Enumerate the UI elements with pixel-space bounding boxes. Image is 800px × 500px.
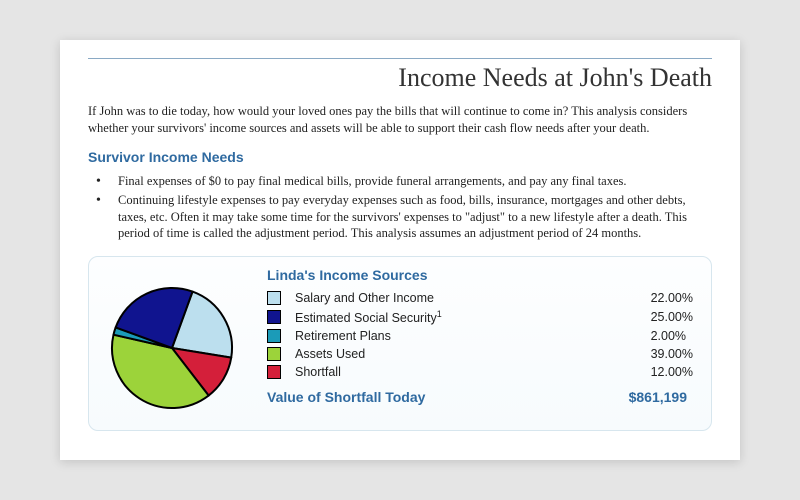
legend-label: Estimated Social Security1 [295, 309, 641, 325]
legend-swatch [267, 365, 281, 379]
list-item: Final expenses of $0 to pay final medica… [96, 173, 712, 190]
legend-label: Shortfall [295, 365, 641, 379]
intro-paragraph: If John was to die today, how would your… [88, 103, 712, 137]
legend-swatch [267, 329, 281, 343]
legend-swatch [267, 291, 281, 305]
shortfall-label: Value of Shortfall Today [267, 389, 425, 405]
page-title: Income Needs at John's Death [88, 58, 712, 93]
legend-label: Salary and Other Income [295, 291, 641, 305]
legend-swatch [267, 310, 281, 324]
legend-swatch [267, 347, 281, 361]
legend-percent: 2.00% [651, 329, 693, 343]
legend-percent: 25.00% [651, 310, 693, 324]
legend-percent: 22.00% [651, 291, 693, 305]
income-sources-panel: Linda's Income Sources Salary and Other … [267, 267, 693, 405]
report-page: Income Needs at John's Death If John was… [60, 40, 740, 460]
sources-heading: Linda's Income Sources [267, 267, 693, 283]
legend-label: Assets Used [295, 347, 641, 361]
shortfall-value: $861,199 [629, 389, 687, 405]
shortfall-row: Value of Shortfall Today $861,199 [267, 389, 693, 405]
legend-percent: 39.00% [651, 347, 693, 361]
legend-percent: 12.00% [651, 365, 693, 379]
legend: Salary and Other Income 22.00% Estimated S… [267, 291, 693, 379]
section-heading: Survivor Income Needs [88, 149, 712, 165]
pie-chart [107, 267, 237, 418]
income-sources-card: Linda's Income Sources Salary and Other … [88, 256, 712, 431]
legend-label: Retirement Plans [295, 329, 641, 343]
needs-list: Final expenses of $0 to pay final medica… [88, 173, 712, 243]
list-item: Continuing lifestyle expenses to pay eve… [96, 192, 712, 243]
